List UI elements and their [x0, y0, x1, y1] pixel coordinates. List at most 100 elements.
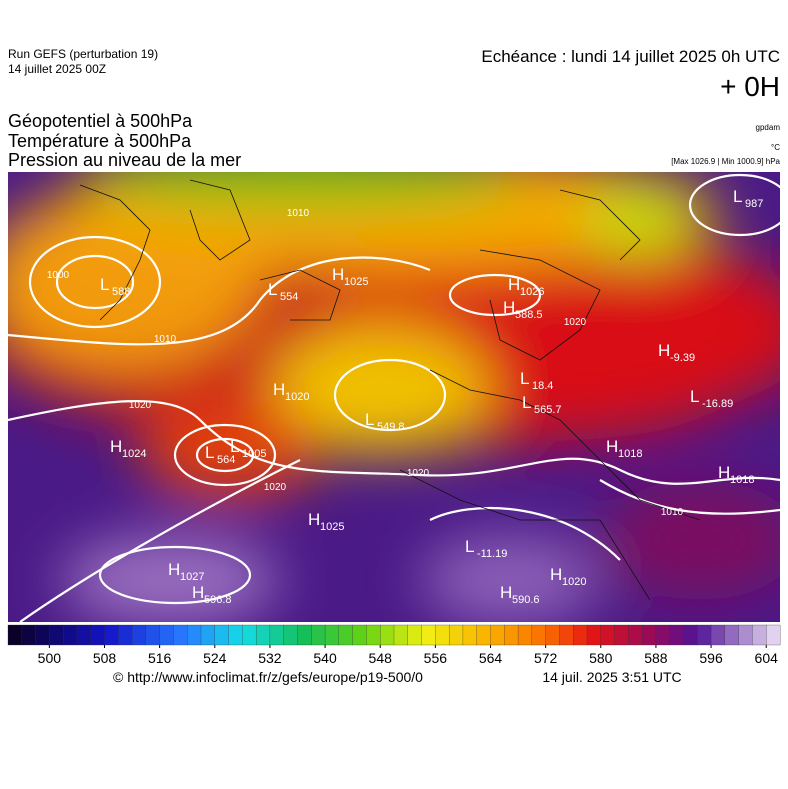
isobar-label: 1020 [129, 400, 152, 411]
center-letter: L [465, 537, 474, 556]
colorbar-swatch [338, 624, 354, 646]
colorbar-swatch [724, 624, 740, 646]
colorbar-swatch [435, 624, 450, 646]
layer: Température à 500hPa [8, 131, 192, 151]
colorbar-swatch [131, 624, 147, 646]
center-value: 1027 [180, 571, 204, 583]
center-value: -9.39 [670, 352, 695, 364]
layer: Pression au niveau de la mer [8, 150, 241, 170]
center-letter: L [690, 387, 699, 406]
colorbar-swatch [187, 624, 202, 646]
colorbar-swatch [49, 624, 64, 646]
colorbar-swatch [752, 624, 767, 646]
center-letter: L [268, 280, 277, 299]
colorbar-swatch [710, 624, 726, 646]
colorbar-swatch [586, 624, 602, 646]
offset: + 0H [720, 71, 780, 102]
colorbar-swatch [641, 624, 657, 646]
colorbar-tick-label: 532 [258, 650, 282, 666]
center-value: 1005 [242, 448, 266, 460]
colorbar-tick-label: 588 [644, 650, 668, 666]
colorbar-swatch [407, 624, 423, 646]
center-value: 565.7 [534, 404, 562, 416]
date: 14 juil. 2025 3:51 UTC [542, 669, 681, 685]
unit: gpdam [756, 123, 781, 132]
unit: [Max 1026.9 | Min 1000.9] hPa [671, 157, 780, 166]
colorbar-swatch [366, 624, 381, 646]
colorbar-swatch [297, 624, 312, 646]
isobar-label: 1020 [564, 317, 587, 328]
isobar-label: 1010 [287, 208, 310, 219]
colorbar-swatch [683, 624, 698, 646]
center-value: 1020 [562, 576, 586, 588]
colorbar-swatch [669, 624, 684, 646]
center-letter: L [733, 187, 742, 206]
colorbar-swatch [255, 624, 271, 646]
center-letter: H [606, 437, 618, 456]
colorbar-swatch [352, 624, 367, 646]
center-value: 1025 [344, 276, 368, 288]
colorbar-tick-label: 572 [534, 650, 558, 666]
colorbar-swatch [600, 624, 616, 646]
center-letter: H [658, 341, 670, 360]
colorbar-tick-label: 556 [424, 650, 448, 666]
center-value: 1018 [730, 474, 754, 486]
center-value: 588.5 [515, 309, 543, 321]
colorbar-swatch [490, 624, 505, 646]
colorbar-swatch [159, 624, 174, 646]
credit: © http://www.infoclimat.fr/z/gefs/europe… [113, 669, 423, 685]
isobars [8, 173, 780, 622]
echeance: Echéance : lundi 14 juillet 2025 0h UTC [481, 47, 780, 66]
coastlines [79, 179, 701, 601]
colorbar-tick-label: 564 [479, 650, 503, 666]
colorbar-tick-label: 604 [755, 650, 779, 666]
colorbar-swatch [90, 624, 105, 646]
center-letter: H [508, 275, 520, 294]
run: Run GEFS (perturbation 19) [8, 47, 158, 61]
center-letter: H [110, 437, 122, 456]
colorbar-swatch [7, 624, 23, 646]
colorbar-swatch [448, 624, 464, 646]
colorbar-swatch [504, 624, 519, 646]
center-value: 590.6 [512, 594, 540, 606]
colorbar-swatch [324, 624, 340, 646]
center-letter: L [100, 275, 109, 294]
center-value: 18.4 [532, 380, 553, 392]
center-letter: L [205, 443, 214, 462]
colorbar-swatch [173, 624, 188, 646]
colorbar-swatch [214, 624, 230, 646]
colorbar-tick-label: 508 [93, 650, 117, 666]
center-value: 564 [217, 454, 235, 466]
colorbar-swatch [104, 624, 119, 646]
colorbar-swatch [738, 624, 753, 646]
unit: °C [771, 143, 780, 152]
isobar-label: 1020 [407, 468, 430, 479]
colorbar-swatch [697, 624, 712, 646]
colorbar-swatch [311, 624, 326, 646]
colorbar-swatch [76, 624, 92, 646]
colorbar-swatch [655, 624, 671, 646]
center-value: 588 [112, 286, 130, 298]
center-letter: H [273, 380, 285, 399]
center-letter: H [168, 560, 180, 579]
colorbar-swatch [118, 624, 133, 646]
colorbar-tick-label: 540 [313, 650, 337, 666]
colorbar-swatch [62, 624, 78, 646]
colorbar-tick-label: 548 [369, 650, 393, 666]
center-value: -11.19 [477, 548, 507, 560]
isobar-label: 1010 [154, 334, 177, 345]
center-letter: L [365, 410, 374, 429]
colorbar-swatch [21, 624, 37, 646]
colorbar-swatch [393, 624, 409, 646]
center-letter: H [500, 583, 512, 602]
colorbar-swatch [573, 624, 588, 646]
colorbar-tick-label: 524 [203, 650, 227, 666]
colorbar-swatch [35, 624, 50, 646]
center-value: -16.89 [702, 398, 733, 410]
colorbar-swatch [283, 624, 298, 646]
colorbar-swatch [559, 624, 574, 646]
center-value: 1026 [520, 286, 544, 298]
colorbar-swatch [421, 624, 436, 646]
center-value: 549.8 [377, 421, 405, 433]
